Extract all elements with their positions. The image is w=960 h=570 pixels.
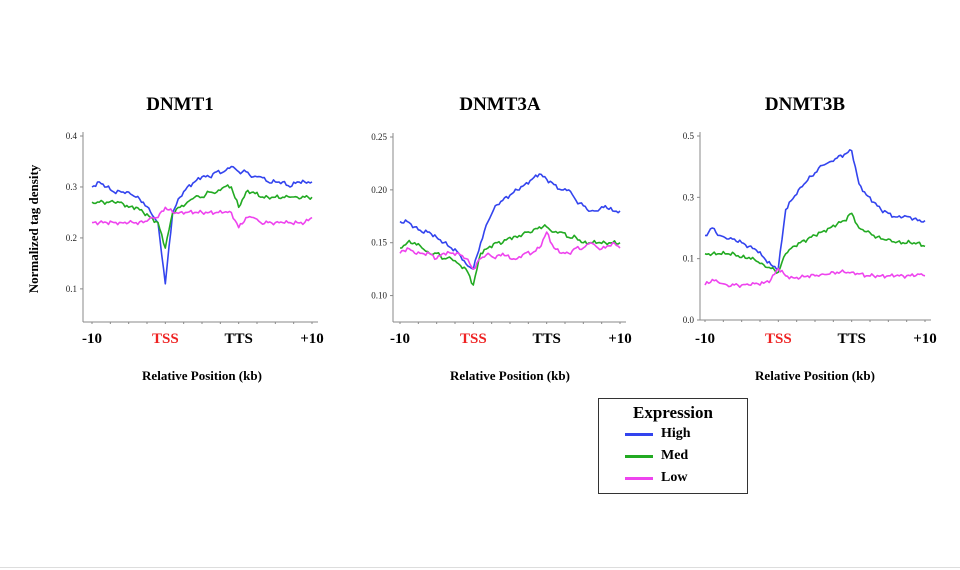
series-line-med — [399, 224, 621, 286]
legend-label-med: Med — [661, 448, 689, 463]
legend: Expression High Med Low — [598, 398, 748, 494]
legend-title: Expression — [633, 403, 713, 422]
series-line-low — [704, 267, 926, 289]
legend-item-med: Med — [625, 445, 747, 467]
panel-dnmt3a: DNMT3A 0.10 0.15 0.20 0.25 -10 TSS TTS +10 Relati… — [371, 94, 632, 383]
x-tick-label: -10 — [390, 331, 410, 347]
x-tick-label: TSS — [765, 331, 792, 347]
bottom-divider — [0, 567, 960, 568]
y-tick-label: 0.20 — [371, 185, 387, 195]
x-tick-label: +10 — [913, 331, 937, 347]
y-tick-label: 0.4 — [66, 131, 78, 141]
panel-title: DNMT1 — [146, 94, 214, 115]
legend-swatch-low — [625, 476, 653, 480]
x-tick-label: +10 — [300, 331, 324, 347]
x-tick-label: TSS — [460, 331, 487, 347]
y-tick-label: 0.15 — [371, 238, 387, 248]
series-line-high — [91, 165, 313, 285]
series-line-med — [91, 184, 313, 249]
legend-label-low: Low — [661, 470, 688, 485]
panel-title: DNMT3A — [459, 94, 541, 115]
y-tick-label: 0.3 — [66, 182, 78, 192]
series-line-low — [399, 231, 621, 270]
y-tick-label: 0.0 — [683, 315, 695, 325]
y-tick-label: 0.1 — [683, 254, 694, 264]
x-tick-label: -10 — [695, 331, 715, 347]
legend-label-high: High — [661, 426, 691, 441]
legend-swatch-med — [625, 454, 653, 458]
panel-dnmt3b: DNMT3B 0.0 0.1 0.3 0.5 -10 TSS TTS +10 Relative P… — [683, 94, 937, 383]
x-tick-label: TTS — [532, 331, 560, 347]
x-axis-label: Relative Position (kb) — [450, 368, 570, 383]
y-axis-label: Normalized tag density — [26, 164, 41, 293]
x-tick-label: -10 — [82, 331, 102, 347]
series-line-high — [704, 149, 926, 270]
panel-dnmt1: DNMT1 0.1 0.2 0.3 0.4 -10 TSS TTS +10 Relative Po… — [26, 94, 324, 383]
x-tick-label: TSS — [152, 331, 179, 347]
series-line-low — [91, 206, 313, 229]
series-line-high — [399, 173, 621, 270]
y-tick-label: 0.5 — [683, 131, 695, 141]
panel-title: DNMT3B — [765, 94, 846, 115]
y-tick-label: 0.1 — [66, 284, 77, 294]
series-line-med — [704, 212, 926, 274]
x-tick-label: +10 — [608, 331, 632, 347]
x-axis-label: Relative Position (kb) — [755, 368, 875, 383]
legend-swatch-high — [625, 432, 653, 436]
y-tick-label: 0.10 — [371, 291, 387, 301]
y-tick-label: 0.3 — [683, 192, 695, 202]
x-axis-label: Relative Position (kb) — [142, 368, 262, 383]
legend-item-high: High — [625, 423, 747, 445]
x-tick-label: TTS — [224, 331, 252, 347]
legend-item-low: Low — [625, 467, 747, 489]
x-tick-label: TTS — [837, 331, 865, 347]
y-tick-label: 0.2 — [66, 233, 77, 243]
y-tick-label: 0.25 — [371, 132, 387, 142]
